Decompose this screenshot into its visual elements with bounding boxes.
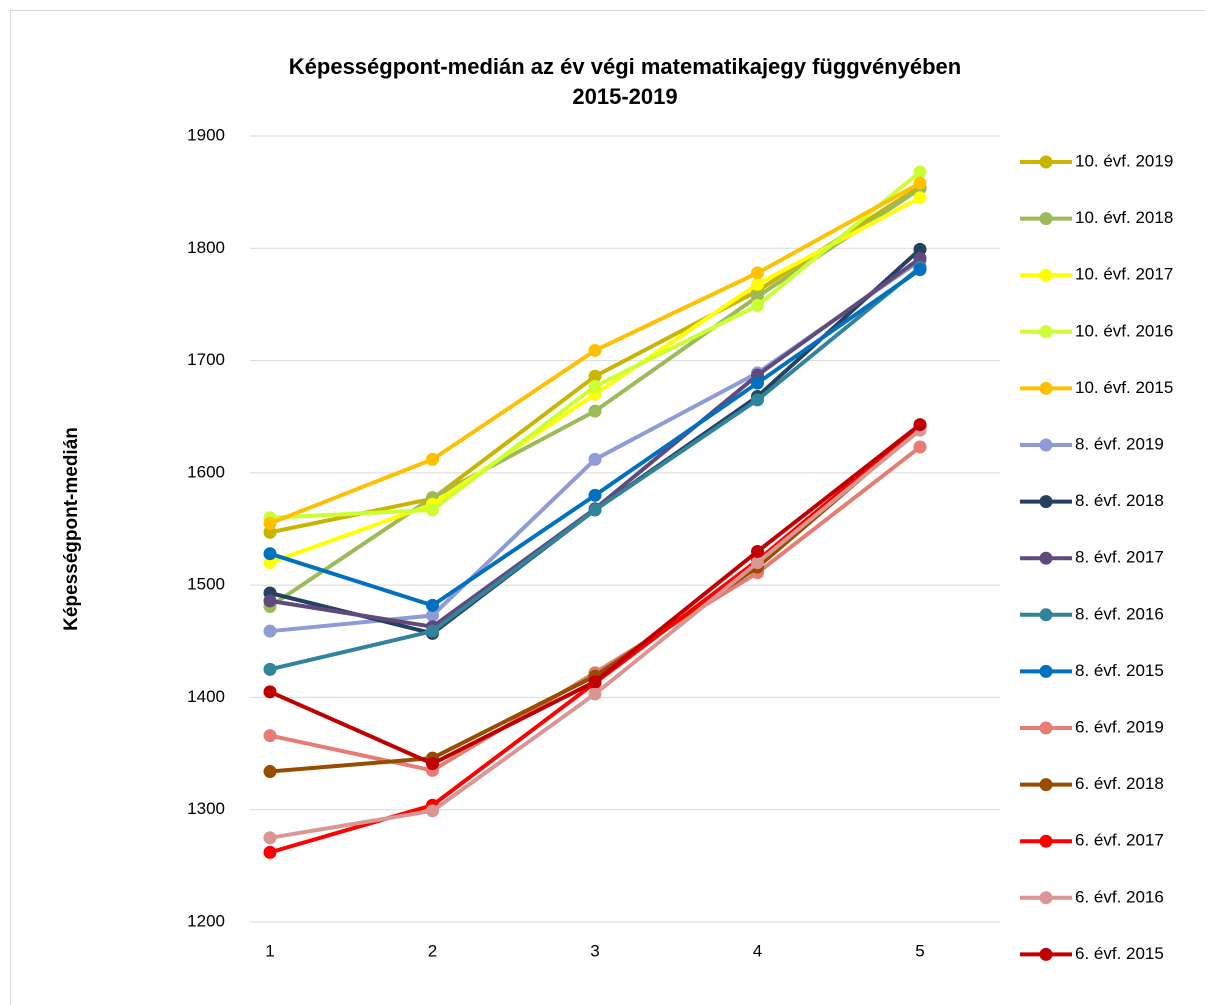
marker [913,176,927,190]
legend-marker [1039,325,1053,339]
marker [426,757,439,771]
marker [588,675,602,689]
legend-marker [1039,268,1053,282]
legend-label: 10. évf. 2019 [1075,151,1173,170]
marker [263,845,277,859]
marker [913,263,927,277]
marker [263,662,277,676]
marker [426,452,439,466]
x-tick-label: 4 [753,941,762,960]
x-tick-label: 1 [265,941,274,960]
marker [263,765,277,779]
legend-label: 6. évf. 2015 [1075,944,1164,963]
legend-label: 10. évf. 2015 [1075,378,1173,397]
marker [588,452,602,466]
legend-marker [1039,381,1053,395]
legend-label: 8. évf. 2017 [1075,548,1164,567]
legend-label: 8. évf. 2015 [1075,661,1164,680]
legend-label: 10. évf. 2018 [1075,208,1173,227]
legend-marker [1039,834,1053,848]
marker [913,165,927,179]
y-tick-label: 1300 [187,799,225,818]
marker [263,729,277,743]
x-tick-label: 2 [428,941,437,960]
legend-label: 6. évf. 2017 [1075,831,1164,850]
y-tick-label: 1400 [187,687,225,706]
y-tick-label: 1700 [187,350,225,369]
legend-marker [1039,778,1053,792]
marker [751,290,764,304]
marker [588,404,602,418]
x-tick-label: 5 [915,941,924,960]
marker [751,266,764,280]
marker [426,598,439,612]
marker [751,277,764,291]
marker [263,556,277,570]
legend-label: 10. évf. 2016 [1075,321,1173,340]
y-tick-label: 1200 [187,911,225,930]
y-tick-label: 1800 [187,238,225,257]
marker [426,804,439,818]
legend-marker [1039,721,1053,735]
legend-label: 10. évf. 2017 [1075,265,1173,284]
marker [263,516,277,530]
marker [263,594,277,608]
marker [913,440,927,454]
legend-marker [1039,891,1053,905]
legend-marker [1039,212,1053,226]
legend-label: 6. évf. 2016 [1075,887,1164,906]
legend-label: 8. évf. 2016 [1075,604,1164,623]
marker [588,379,602,393]
legend-label: 8. évf. 2018 [1075,491,1164,510]
legend-label: 6. évf. 2018 [1075,774,1164,793]
marker [588,343,602,357]
marker [263,525,277,539]
chart-subtitle: 2015-2019 [572,84,677,109]
legend-marker [1039,495,1053,509]
marker [751,544,764,558]
legend-label: 8. évf. 2019 [1075,434,1164,453]
marker [751,299,764,313]
marker [263,831,277,845]
marker [751,393,764,407]
legend-marker [1039,438,1053,452]
y-tick-label: 1900 [187,125,225,144]
legend-marker [1039,551,1053,565]
y-tick-label: 1600 [187,462,225,481]
marker [263,547,277,561]
marker [426,624,439,638]
marker [426,503,439,517]
marker [263,624,277,638]
legend-label: 6. évf. 2019 [1075,717,1164,736]
marker [913,242,927,256]
y-axis-label: Képességpont-medián [61,427,82,631]
legend-marker [1039,947,1053,961]
marker [913,418,927,432]
marker [588,488,602,502]
y-tick-label: 1500 [187,575,225,594]
marker [913,251,927,265]
chart-border [10,10,1205,1005]
x-tick-label: 3 [590,941,599,960]
legend-marker [1039,664,1053,678]
legend-marker [1039,608,1053,622]
marker [913,191,927,205]
marker [751,376,764,390]
legend-marker [1039,155,1053,169]
marker [588,369,602,383]
chart-title: Képességpont-medián az év végi matematik… [289,54,961,79]
marker [263,685,277,699]
marker [588,503,602,517]
marker [588,687,602,701]
marker [426,608,439,622]
marker [751,556,764,570]
